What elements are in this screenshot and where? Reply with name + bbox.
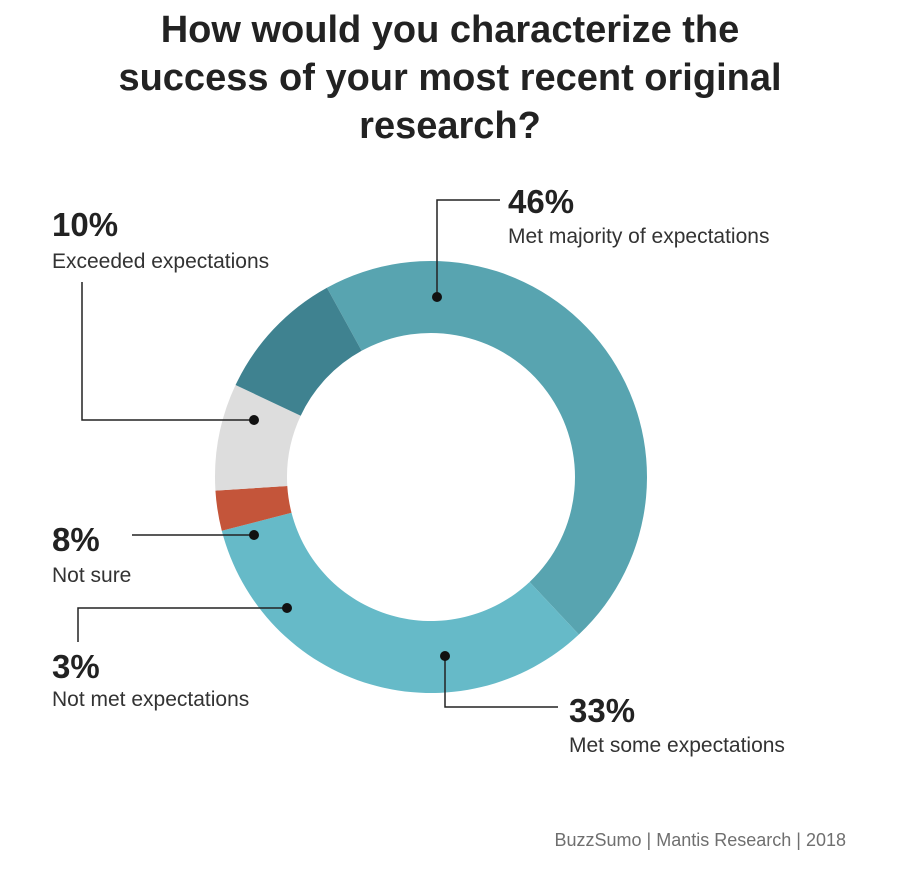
- slice-exceeded: [235, 287, 362, 416]
- slice-percent-some: 33%: [569, 692, 635, 729]
- slice-percent-not-met: 3%: [52, 648, 100, 685]
- slice-label-exceeded: Exceeded expectations: [52, 250, 269, 273]
- leader-some-dot: [440, 651, 450, 661]
- leader-majority: [436, 199, 500, 297]
- leader-exceeded-dot: [249, 415, 259, 425]
- slice-label-not-met: Not met expectations: [52, 688, 249, 711]
- title-line-2: success of your most recent original: [118, 57, 782, 99]
- slice-percent-not-sure: 8%: [52, 521, 100, 558]
- slice-label-some: Met some expectations: [569, 734, 785, 757]
- slice-label-not-sure: Not sure: [52, 564, 131, 587]
- title-line-1: How would you characterize the: [160, 9, 740, 51]
- leader-some: [444, 656, 558, 708]
- slice-not-met: [215, 486, 292, 531]
- slice-not-sure: [215, 385, 301, 491]
- slice-met-some: [221, 512, 579, 693]
- leader-not-sure-dot: [249, 530, 259, 540]
- leader-lines: [77, 199, 558, 708]
- slice-label-majority: Met majority of expectations: [508, 225, 769, 248]
- source-credit: BuzzSumo | Mantis Research | 2018: [555, 830, 847, 850]
- slice-percent-exceeded: 10%: [52, 206, 118, 243]
- leader-exceeded: [81, 282, 254, 421]
- donut-slices: [215, 261, 647, 693]
- leader-not-met: [77, 607, 287, 642]
- leader-majority-dot: [432, 292, 442, 302]
- slice-met-majority: [326, 261, 647, 635]
- chart-title: How would you characterize the success o…: [0, 6, 900, 150]
- title-line-3: research?: [359, 105, 541, 147]
- leader-not-met-dot: [282, 603, 292, 613]
- slice-percent-majority: 46%: [508, 183, 574, 220]
